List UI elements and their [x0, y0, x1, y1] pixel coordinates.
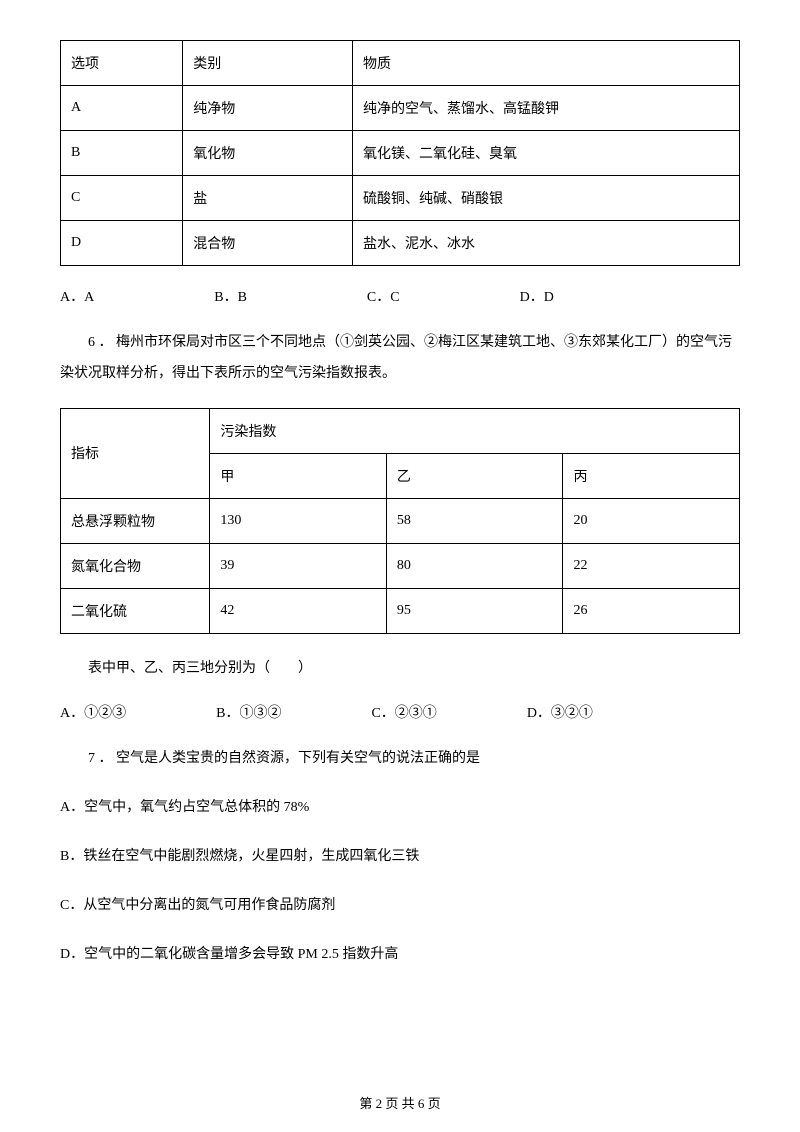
- table-row: 指标 污染指数: [61, 408, 740, 453]
- value-cell: 26: [563, 588, 740, 633]
- metric-cell: 总悬浮颗粒物: [61, 498, 210, 543]
- metric-cell: 二氧化硫: [61, 588, 210, 633]
- cell: A: [61, 86, 183, 131]
- table-row: 二氧化硫 42 95 26: [61, 588, 740, 633]
- value-cell: 58: [386, 498, 563, 543]
- cell: 盐: [183, 176, 353, 221]
- option-c: C．②③①: [371, 702, 436, 722]
- page-footer: 第 2 页 共 6 页: [0, 1093, 800, 1112]
- cell: 纯净的空气、蒸馏水、高锰酸钾: [352, 86, 739, 131]
- value-cell: 22: [563, 543, 740, 588]
- cell: 氧化镁、二氧化硅、臭氧: [352, 131, 739, 176]
- value-cell: 20: [563, 498, 740, 543]
- cell: 纯净物: [183, 86, 353, 131]
- table-row: A 纯净物 纯净的空气、蒸馏水、高锰酸钾: [61, 86, 740, 131]
- table-row: B 氧化物 氧化镁、二氧化硅、臭氧: [61, 131, 740, 176]
- q6-ask: 表中甲、乙、丙三地分别为（ ）: [60, 654, 740, 685]
- q7-option-c: C．从空气中分离出的氮气可用作食品防腐剂: [60, 891, 740, 922]
- q5-options: A．A B．B C．C D．D: [60, 286, 740, 306]
- option-a: A．①②③: [60, 702, 126, 722]
- option-b: B．①③②: [216, 702, 281, 722]
- pollution-header: 污染指数: [210, 408, 740, 453]
- header-cell: 物质: [352, 41, 739, 86]
- col-header: 甲: [210, 453, 387, 498]
- q6-options: A．①②③ B．①③② C．②③① D．③②①: [60, 702, 740, 722]
- q7-option-b: B．铁丝在空气中能剧烈燃烧，火星四射，生成四氧化三铁: [60, 842, 740, 873]
- option-b: B．B: [214, 286, 247, 306]
- pollution-table: 指标 污染指数 甲 乙 丙 总悬浮颗粒物 130 58 20 氮氧化合物 39 …: [60, 408, 740, 634]
- option-a: A．A: [60, 286, 94, 306]
- value-cell: 80: [386, 543, 563, 588]
- q7-option-a: A．空气中，氧气约占空气总体积的 78%: [60, 793, 740, 824]
- table-row: D 混合物 盐水、泥水、冰水: [61, 221, 740, 266]
- col-header: 乙: [386, 453, 563, 498]
- classification-table: 选项 类别 物质 A 纯净物 纯净的空气、蒸馏水、高锰酸钾 B 氧化物 氧化镁、…: [60, 40, 740, 266]
- q7-intro: 7 ． 空气是人类宝贵的自然资源，下列有关空气的说法正确的是: [60, 744, 740, 775]
- q6-intro: 6 ． 梅州市环保局对市区三个不同地点（①剑英公园、②梅江区某建筑工地、③东郊某…: [60, 328, 740, 390]
- cell: 盐水、泥水、冰水: [352, 221, 739, 266]
- cell: 氧化物: [183, 131, 353, 176]
- table-row: 氮氧化合物 39 80 22: [61, 543, 740, 588]
- header-cell: 类别: [183, 41, 353, 86]
- value-cell: 39: [210, 543, 387, 588]
- cell: D: [61, 221, 183, 266]
- option-d: D．③②①: [527, 702, 593, 722]
- option-c: C．C: [367, 286, 400, 306]
- cell: 混合物: [183, 221, 353, 266]
- table-row: C 盐 硫酸铜、纯碱、硝酸银: [61, 176, 740, 221]
- option-d: D．D: [520, 286, 554, 306]
- metric-cell: 氮氧化合物: [61, 543, 210, 588]
- q7-option-d: D．空气中的二氧化碳含量增多会导致 PM 2.5 指数升高: [60, 940, 740, 971]
- metric-header: 指标: [61, 408, 210, 498]
- value-cell: 42: [210, 588, 387, 633]
- cell: B: [61, 131, 183, 176]
- value-cell: 130: [210, 498, 387, 543]
- table-row: 总悬浮颗粒物 130 58 20: [61, 498, 740, 543]
- table-row: 选项 类别 物质: [61, 41, 740, 86]
- col-header: 丙: [563, 453, 740, 498]
- cell: C: [61, 176, 183, 221]
- cell: 硫酸铜、纯碱、硝酸银: [352, 176, 739, 221]
- header-cell: 选项: [61, 41, 183, 86]
- value-cell: 95: [386, 588, 563, 633]
